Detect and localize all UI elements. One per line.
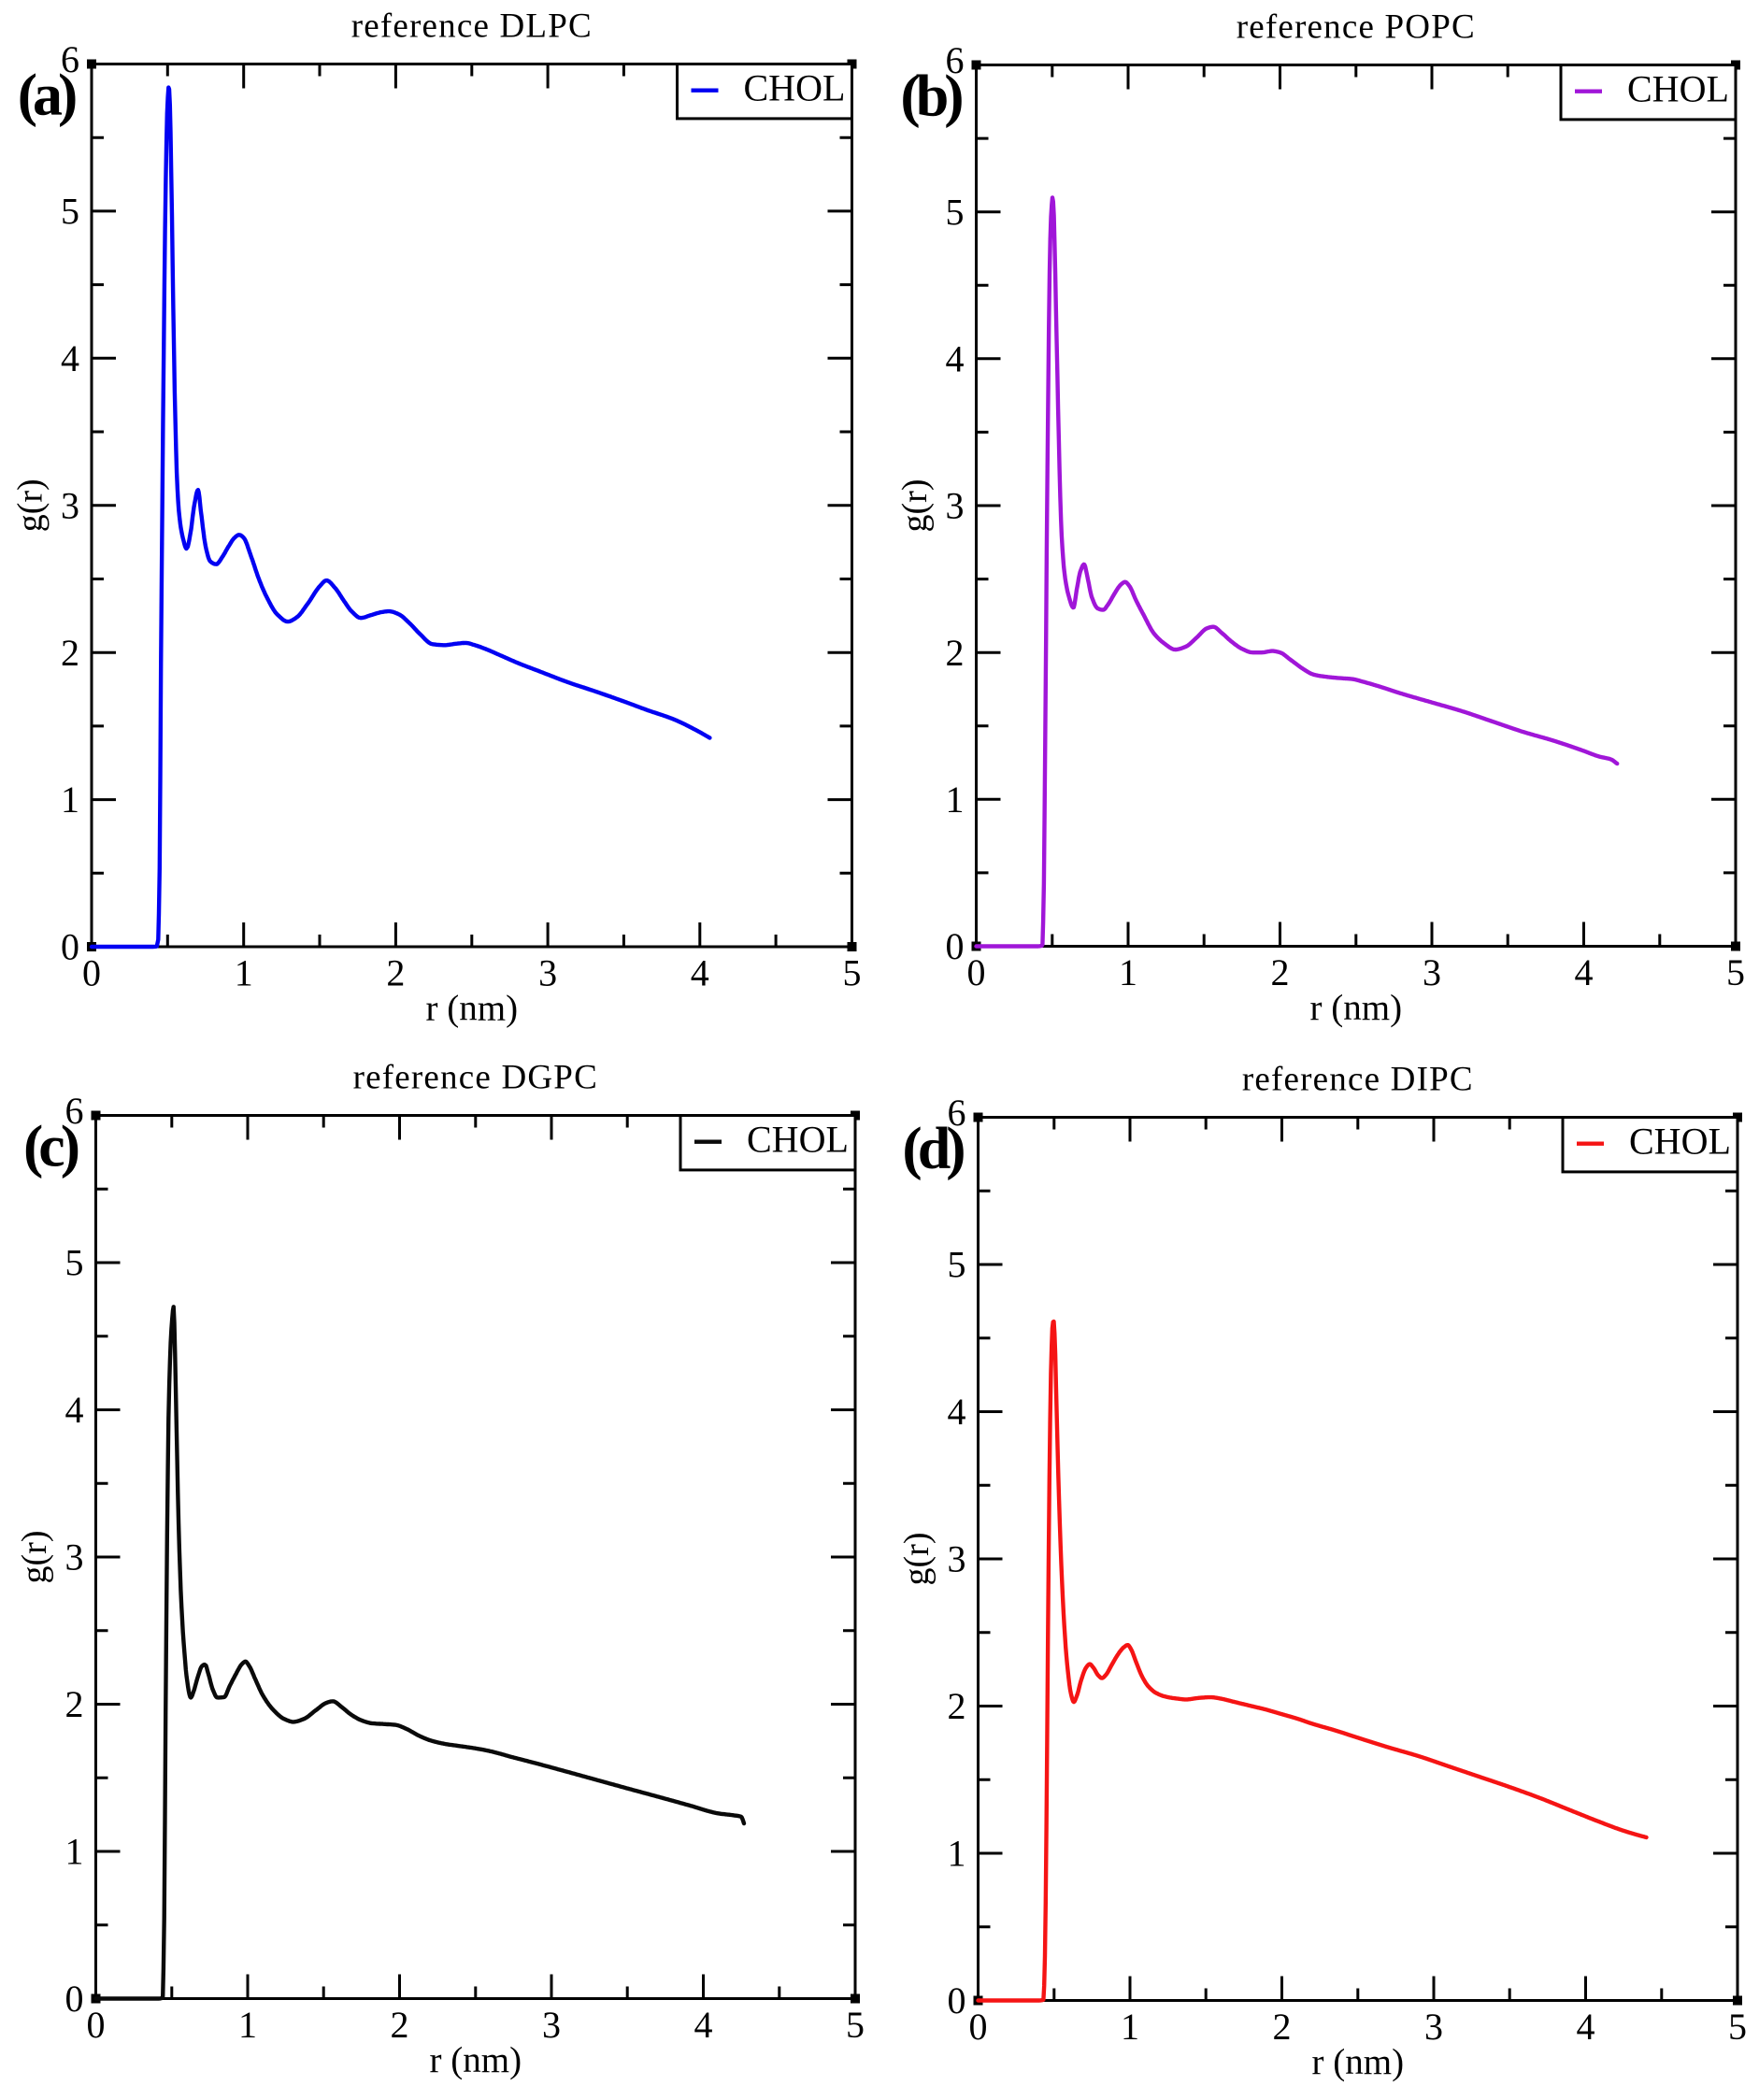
svg-text:CHOL: CHOL xyxy=(1629,1120,1731,1162)
svg-text:g(r): g(r) xyxy=(895,479,935,533)
svg-text:6: 6 xyxy=(948,1092,966,1134)
svg-text:2: 2 xyxy=(386,952,405,994)
svg-text:4: 4 xyxy=(946,337,965,379)
svg-text:4: 4 xyxy=(694,2004,713,2046)
svg-text:3: 3 xyxy=(948,1538,966,1580)
svg-text:5: 5 xyxy=(61,191,79,233)
svg-text:0: 0 xyxy=(946,925,965,967)
svg-text:2: 2 xyxy=(946,632,965,674)
svg-text:g(r): g(r) xyxy=(11,479,50,532)
svg-text:0: 0 xyxy=(82,952,101,994)
svg-text:0: 0 xyxy=(87,2004,106,2046)
svg-text:4: 4 xyxy=(65,1389,84,1431)
svg-text:5: 5 xyxy=(846,2004,865,2046)
svg-text:r (nm): r (nm) xyxy=(426,989,519,1029)
svg-text:1: 1 xyxy=(1119,951,1137,993)
svg-text:r (nm): r (nm) xyxy=(430,2040,522,2080)
svg-text:CHOL: CHOL xyxy=(1627,67,1729,109)
svg-text:2: 2 xyxy=(65,1683,84,1725)
svg-text:3: 3 xyxy=(946,485,965,527)
svg-text:1: 1 xyxy=(948,1833,966,1875)
svg-text:5: 5 xyxy=(1728,2006,1747,2048)
svg-text:3: 3 xyxy=(61,484,79,526)
svg-text:3: 3 xyxy=(542,2004,561,2046)
svg-text:reference POPC: reference POPC xyxy=(1237,8,1476,47)
svg-text:4: 4 xyxy=(1577,2006,1595,2048)
svg-text:3: 3 xyxy=(1423,951,1441,993)
svg-text:(b): (b) xyxy=(900,63,962,129)
svg-text:0: 0 xyxy=(61,926,79,968)
svg-text:5: 5 xyxy=(843,952,862,994)
svg-text:2: 2 xyxy=(1273,2006,1292,2048)
svg-text:1: 1 xyxy=(235,952,253,994)
svg-text:1: 1 xyxy=(238,2004,257,2046)
svg-text:reference DGPC: reference DGPC xyxy=(353,1059,598,1097)
svg-text:CHOL: CHOL xyxy=(744,66,846,108)
svg-text:CHOL: CHOL xyxy=(747,1118,849,1160)
svg-text:0: 0 xyxy=(969,2006,988,2048)
svg-text:4: 4 xyxy=(948,1391,966,1433)
svg-text:5: 5 xyxy=(1726,951,1745,993)
svg-text:4: 4 xyxy=(691,952,709,994)
svg-text:reference DLPC: reference DLPC xyxy=(351,7,593,46)
svg-text:r (nm): r (nm) xyxy=(1312,2042,1405,2082)
svg-text:3: 3 xyxy=(538,952,557,994)
svg-text:1: 1 xyxy=(65,1831,84,1873)
svg-text:1: 1 xyxy=(946,779,965,821)
svg-text:g(r): g(r) xyxy=(15,1531,54,1584)
svg-text:5: 5 xyxy=(65,1242,84,1284)
svg-text:5: 5 xyxy=(948,1244,966,1286)
svg-text:0: 0 xyxy=(948,1979,966,2021)
svg-text:6: 6 xyxy=(946,39,965,81)
svg-text:(c): (c) xyxy=(23,1113,79,1179)
svg-text:g(r): g(r) xyxy=(897,1533,937,1586)
svg-text:1: 1 xyxy=(1121,2006,1139,2048)
svg-text:r (nm): r (nm) xyxy=(1310,988,1403,1028)
svg-text:reference DIPC: reference DIPC xyxy=(1242,1061,1474,1099)
svg-text:0: 0 xyxy=(65,1978,84,2020)
svg-text:5: 5 xyxy=(946,191,965,233)
svg-text:1: 1 xyxy=(61,779,79,821)
svg-text:2: 2 xyxy=(61,632,79,674)
svg-text:4: 4 xyxy=(1575,951,1594,993)
svg-text:(a): (a) xyxy=(18,62,76,128)
svg-text:2: 2 xyxy=(391,2004,409,2046)
svg-text:2: 2 xyxy=(1271,951,1290,993)
svg-text:6: 6 xyxy=(61,38,79,80)
svg-text:2: 2 xyxy=(948,1685,966,1727)
svg-text:6: 6 xyxy=(65,1090,84,1132)
svg-text:(d): (d) xyxy=(902,1115,964,1181)
svg-text:3: 3 xyxy=(1424,2006,1443,2048)
svg-text:4: 4 xyxy=(61,337,79,379)
svg-text:0: 0 xyxy=(967,951,986,993)
svg-text:3: 3 xyxy=(65,1536,84,1579)
